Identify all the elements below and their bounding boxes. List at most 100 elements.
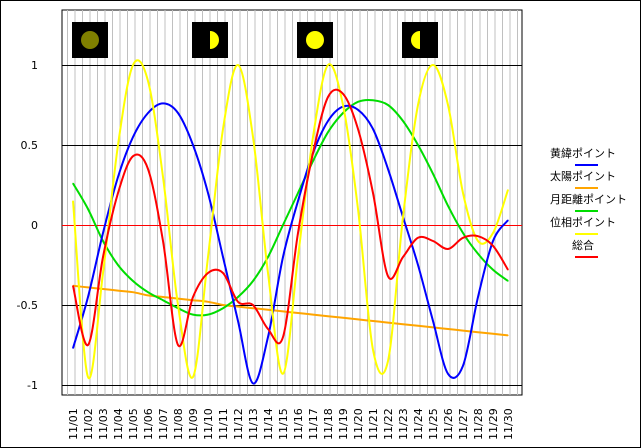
data-point: [507, 219, 509, 221]
data-point: [297, 200, 299, 202]
x-tick-label: 11/25: [427, 408, 440, 440]
data-point: [507, 189, 509, 191]
data-point: [387, 275, 389, 277]
data-point: [507, 269, 509, 271]
data-point: [207, 192, 209, 194]
moon-full-moon-icon: [297, 22, 333, 58]
data-point: [342, 112, 344, 114]
data-point: [237, 64, 239, 66]
data-point: [447, 205, 449, 207]
data-point: [327, 315, 329, 317]
x-tick-label: 11/23: [397, 408, 410, 440]
data-point: [327, 131, 329, 133]
data-point: [87, 286, 89, 288]
data-point: [387, 360, 389, 362]
series-points-3: [72, 64, 509, 378]
data-point: [147, 112, 149, 114]
legend-item: 黄緯ポイント: [550, 146, 616, 166]
data-point: [222, 307, 224, 309]
x-tick-labels: 11/01 11/02 11/03 11/04 11/05 11/06 11/07 11/08…: [67, 408, 515, 440]
legend-label: 位相ポイント: [550, 215, 616, 229]
x-tick-label: 11/07: [157, 408, 170, 440]
data-point: [432, 240, 434, 242]
data-point: [447, 104, 449, 106]
data-point: [237, 306, 239, 308]
data-point: [192, 314, 194, 316]
data-point: [102, 232, 104, 234]
data-point: [162, 296, 164, 298]
data-point: [357, 128, 359, 130]
data-point: [132, 155, 134, 157]
y-tick-label: 1: [31, 59, 38, 72]
data-point: [462, 330, 464, 332]
x-tick-label: 11/14: [262, 408, 275, 440]
data-point: [432, 320, 434, 322]
data-point: [492, 333, 494, 335]
data-point: [432, 326, 434, 328]
data-point: [447, 328, 449, 330]
data-point: [417, 237, 419, 239]
data-point: [132, 280, 134, 282]
data-point: [252, 136, 254, 138]
moon-disc: [210, 31, 219, 49]
data-point: [492, 245, 494, 247]
x-tick-label: 11/12: [232, 408, 245, 440]
legend-item: 月距離ポイント: [550, 192, 627, 212]
data-point: [117, 192, 119, 194]
x-tick-label: 11/01: [67, 408, 80, 440]
data-point: [72, 347, 74, 349]
data-point: [102, 256, 104, 258]
data-point: [147, 80, 149, 82]
data-point: [267, 272, 269, 274]
data-point: [177, 344, 179, 346]
series-line-2: [72, 98, 509, 317]
data-point: [177, 112, 179, 114]
x-tick-label: 11/26: [442, 408, 455, 440]
x-tick-label: 11/13: [247, 408, 260, 440]
data-point: [192, 376, 194, 378]
data-point: [387, 104, 389, 106]
data-point: [312, 136, 314, 138]
moon-disc: [411, 31, 420, 49]
data-point: [207, 256, 209, 258]
data-point: [162, 240, 164, 242]
data-point: [147, 291, 149, 293]
data-point: [117, 290, 119, 292]
data-point: [237, 296, 239, 298]
data-point: [102, 272, 104, 274]
data-point: [192, 296, 194, 298]
data-point: [282, 310, 284, 312]
x-tick-label: 11/06: [142, 408, 155, 440]
data-point: [477, 235, 479, 237]
data-point: [252, 307, 254, 309]
data-point: [297, 256, 299, 258]
series-line-0: [72, 102, 509, 385]
data-point: [87, 344, 89, 346]
x-tick-label: 11/02: [82, 408, 95, 440]
data-point: [432, 173, 434, 175]
data-point: [132, 291, 134, 293]
data-point: [402, 323, 404, 325]
data-point: [267, 256, 269, 258]
data-point: [117, 144, 119, 146]
data-point: [177, 304, 179, 306]
data-point: [492, 232, 494, 234]
data-point: [222, 304, 224, 306]
y-tick-label: 0.5: [21, 139, 39, 152]
y-tick-labels: 1 0.5 0 -0.5 -1: [17, 59, 38, 392]
data-point: [402, 216, 404, 218]
data-point: [372, 320, 374, 322]
data-point: [447, 248, 449, 250]
data-point: [462, 365, 464, 367]
data-point: [282, 224, 284, 226]
moon-disc: [81, 31, 99, 49]
data-point: [372, 99, 374, 101]
data-point: [252, 280, 254, 282]
series-points-1: [72, 285, 509, 336]
data-point: [492, 240, 494, 242]
data-point: [297, 192, 299, 194]
data-point: [162, 102, 164, 104]
data-point: [192, 144, 194, 146]
data-point: [252, 304, 254, 306]
